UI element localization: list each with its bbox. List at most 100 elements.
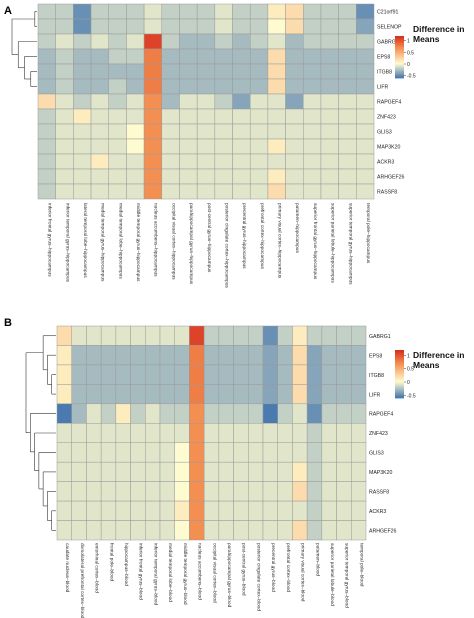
heatmap-cell bbox=[108, 3, 127, 20]
column-label: superior parietal lobule–blood bbox=[329, 543, 335, 606]
heatmap-cell bbox=[55, 33, 74, 50]
heatmap-cell bbox=[115, 345, 131, 366]
heatmap-cell bbox=[100, 500, 117, 521]
heatmap-cell bbox=[218, 423, 234, 443]
legend-colorbar-step bbox=[395, 359, 404, 362]
column-label: posterior cingulate cortex–hippocampus bbox=[223, 203, 229, 288]
heatmap-cell bbox=[338, 63, 357, 80]
heatmap-cell bbox=[351, 461, 367, 482]
heatmap-cell bbox=[303, 108, 322, 125]
heatmap-cell bbox=[130, 423, 146, 443]
legend-colorbar-step bbox=[395, 41, 404, 44]
heatmap-cell bbox=[115, 481, 131, 502]
heatmap-cell bbox=[145, 481, 161, 502]
heatmap-cell bbox=[338, 123, 357, 140]
heatmap-cell bbox=[179, 153, 198, 170]
heatmap-cell bbox=[71, 442, 87, 463]
heatmap-cell bbox=[303, 183, 322, 200]
legend-title: Difference in bbox=[413, 350, 465, 360]
heatmap-cell bbox=[71, 325, 87, 346]
heatmap-cell bbox=[143, 168, 163, 185]
heatmap-cell bbox=[196, 138, 216, 155]
heatmap-cell bbox=[233, 481, 249, 502]
heatmap-cell bbox=[159, 384, 175, 405]
heatmap-cell bbox=[196, 93, 216, 110]
heatmap-cell bbox=[214, 33, 233, 50]
legend-colorbar-step bbox=[395, 380, 404, 383]
heatmap-cell bbox=[71, 384, 87, 405]
heatmap-cell bbox=[55, 48, 74, 65]
heatmap-cell bbox=[249, 93, 269, 110]
heatmap-cell bbox=[100, 384, 117, 405]
heatmap-cell bbox=[232, 18, 251, 35]
heatmap-cell bbox=[306, 520, 323, 541]
heatmap-cell bbox=[159, 345, 175, 366]
heatmap-cell bbox=[90, 183, 109, 200]
heatmap-cell bbox=[71, 364, 87, 385]
heatmap-cell bbox=[356, 183, 375, 200]
heatmap-cell bbox=[356, 3, 375, 20]
heatmap-cell bbox=[320, 168, 339, 185]
heatmap-cell bbox=[303, 168, 322, 185]
heatmap-cell bbox=[356, 93, 375, 110]
heatmap-cell bbox=[56, 481, 72, 502]
column-label: medial temporal lobe–hippocampus bbox=[117, 203, 123, 279]
column-label: inferior frontal gyrus–hippocampus bbox=[47, 203, 53, 277]
heatmap-cell bbox=[249, 108, 269, 125]
heatmap-cell bbox=[73, 78, 92, 95]
legend-colorbar-step bbox=[395, 366, 404, 368]
legend-colorbar-step bbox=[395, 393, 404, 396]
heatmap-cell bbox=[90, 3, 109, 20]
heatmap-cell bbox=[100, 364, 117, 385]
heatmap-cell bbox=[73, 93, 92, 110]
heatmap-cell bbox=[161, 123, 180, 140]
heatmap-cell bbox=[37, 63, 56, 80]
heatmap-cell bbox=[143, 108, 163, 125]
heatmap-cell bbox=[277, 500, 293, 521]
heatmap-cell bbox=[320, 153, 339, 170]
heatmap-cell bbox=[338, 33, 357, 50]
heatmap-cell bbox=[143, 48, 163, 65]
heatmap-cell bbox=[196, 63, 216, 80]
heatmap-cell bbox=[55, 78, 74, 95]
heatmap-cell bbox=[90, 168, 109, 185]
heatmap-cell bbox=[267, 63, 286, 80]
row-label: GLIS3 bbox=[377, 130, 392, 136]
heatmap-cell bbox=[86, 325, 102, 346]
heatmap-cell bbox=[248, 423, 264, 443]
legend-colorbar-step bbox=[395, 72, 404, 75]
column-label: lateral temporal lobe–hippocampus bbox=[82, 203, 88, 278]
heatmap-cell bbox=[196, 123, 216, 140]
heatmap-cell bbox=[86, 364, 102, 385]
legend-tick-label: 0 bbox=[407, 62, 410, 68]
row-label: ARHGEF26 bbox=[377, 175, 405, 181]
column-label: hippocampus–blood bbox=[123, 543, 129, 586]
row-label: ACKR3 bbox=[369, 509, 386, 515]
heatmap-cell bbox=[161, 33, 180, 50]
heatmap-cell bbox=[179, 48, 198, 65]
heatmap-cell bbox=[145, 325, 161, 346]
heatmap-cell bbox=[130, 520, 146, 541]
heatmap-cell bbox=[303, 78, 322, 95]
heatmap-cell bbox=[248, 481, 264, 502]
heatmap-cell bbox=[232, 93, 251, 110]
heatmap-cell bbox=[189, 325, 205, 346]
heatmap-cell bbox=[126, 3, 145, 20]
heatmap-cell bbox=[356, 153, 375, 170]
legend-tick-label: -0.5 bbox=[407, 74, 416, 80]
heatmap-cell bbox=[214, 153, 233, 170]
heatmap-cell bbox=[292, 461, 308, 482]
heatmap-cell bbox=[356, 63, 375, 80]
heatmap-cell bbox=[203, 500, 220, 521]
heatmap-cell bbox=[267, 3, 286, 20]
heatmap-cell bbox=[321, 500, 337, 521]
heatmap-cell bbox=[306, 364, 323, 385]
heatmap-cell bbox=[90, 108, 109, 125]
heatmap-cell bbox=[336, 345, 352, 366]
heatmap-cell bbox=[262, 345, 278, 366]
heatmap-cell bbox=[161, 18, 180, 35]
heatmap-cell bbox=[126, 183, 145, 200]
row-label: ACKR3 bbox=[377, 160, 394, 166]
heatmap-cell bbox=[249, 168, 269, 185]
heatmap-cell bbox=[179, 183, 198, 200]
